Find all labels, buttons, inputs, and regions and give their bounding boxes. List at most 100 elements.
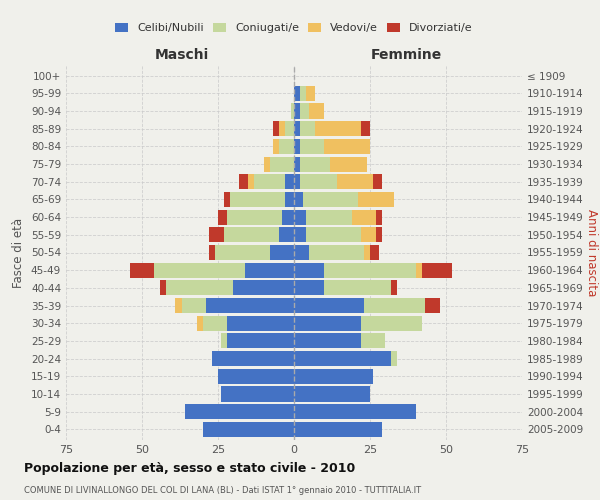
Bar — [203, 316, 227, 331]
Bar — [203, 422, 294, 437]
Bar — [416, 262, 422, 278]
Bar — [233, 280, 294, 295]
Bar — [376, 210, 382, 224]
Bar — [227, 210, 282, 224]
Bar — [294, 298, 364, 313]
Bar — [364, 298, 425, 313]
Bar — [282, 210, 294, 224]
Bar — [209, 245, 215, 260]
Bar — [352, 210, 376, 224]
Bar — [325, 280, 391, 295]
Bar — [358, 192, 394, 207]
Bar — [331, 156, 367, 172]
Bar — [160, 280, 166, 295]
Bar — [206, 298, 294, 313]
Text: Popolazione per età, sesso e stato civile - 2010: Popolazione per età, sesso e stato civil… — [24, 462, 355, 475]
Bar — [364, 245, 370, 260]
Bar — [294, 174, 300, 190]
Bar — [166, 280, 233, 295]
Bar — [185, 404, 294, 419]
Bar — [294, 210, 306, 224]
Bar — [285, 174, 294, 190]
Bar — [294, 192, 303, 207]
Bar — [254, 174, 285, 190]
Text: Maschi: Maschi — [154, 48, 209, 62]
Bar — [300, 86, 306, 101]
Bar — [263, 156, 269, 172]
Bar — [337, 174, 373, 190]
Bar — [391, 280, 397, 295]
Bar — [300, 156, 331, 172]
Bar — [294, 351, 391, 366]
Bar — [130, 262, 154, 278]
Y-axis label: Anni di nascita: Anni di nascita — [584, 209, 598, 296]
Bar — [294, 262, 325, 278]
Bar — [227, 316, 294, 331]
Bar — [309, 104, 325, 118]
Bar — [285, 192, 294, 207]
Bar — [248, 174, 254, 190]
Bar — [294, 245, 309, 260]
Bar — [303, 192, 358, 207]
Bar — [294, 369, 373, 384]
Bar — [182, 298, 206, 313]
Bar — [361, 228, 376, 242]
Bar — [273, 139, 279, 154]
Bar — [361, 121, 370, 136]
Y-axis label: Fasce di età: Fasce di età — [13, 218, 25, 288]
Bar — [285, 121, 294, 136]
Legend: Celibi/Nubili, Coniugati/e, Vedovi/e, Divorziati/e: Celibi/Nubili, Coniugati/e, Vedovi/e, Di… — [111, 18, 477, 38]
Bar — [212, 351, 294, 366]
Bar — [294, 386, 370, 402]
Bar — [300, 139, 325, 154]
Bar — [294, 404, 416, 419]
Bar — [269, 245, 294, 260]
Bar — [279, 139, 294, 154]
Bar — [224, 228, 279, 242]
Bar — [294, 316, 361, 331]
Bar — [300, 174, 337, 190]
Bar — [294, 121, 300, 136]
Bar — [218, 210, 227, 224]
Bar — [279, 228, 294, 242]
Bar — [376, 228, 382, 242]
Bar — [315, 121, 361, 136]
Bar — [361, 316, 422, 331]
Bar — [294, 156, 300, 172]
Bar — [306, 228, 361, 242]
Bar — [325, 139, 370, 154]
Bar — [294, 334, 361, 348]
Bar — [391, 351, 397, 366]
Bar — [279, 121, 285, 136]
Bar — [425, 298, 440, 313]
Bar — [269, 156, 294, 172]
Bar — [294, 104, 300, 118]
Bar — [300, 104, 309, 118]
Bar — [215, 245, 269, 260]
Bar — [373, 174, 382, 190]
Bar — [294, 139, 300, 154]
Bar — [294, 422, 382, 437]
Bar — [291, 104, 294, 118]
Bar — [230, 192, 285, 207]
Text: COMUNE DI LIVINALLONGO DEL COL DI LANA (BL) - Dati ISTAT 1° gennaio 2010 - TUTTI: COMUNE DI LIVINALLONGO DEL COL DI LANA (… — [24, 486, 421, 495]
Bar — [370, 245, 379, 260]
Bar — [306, 210, 352, 224]
Bar — [221, 334, 227, 348]
Bar — [300, 121, 315, 136]
Bar — [273, 121, 279, 136]
Bar — [209, 228, 224, 242]
Bar — [197, 316, 203, 331]
Text: Femmine: Femmine — [371, 48, 442, 62]
Bar — [245, 262, 294, 278]
Bar — [306, 86, 315, 101]
Bar — [154, 262, 245, 278]
Bar — [294, 280, 325, 295]
Bar — [361, 334, 385, 348]
Bar — [175, 298, 182, 313]
Bar — [294, 228, 306, 242]
Bar — [422, 262, 452, 278]
Bar — [227, 334, 294, 348]
Bar — [325, 262, 416, 278]
Bar — [218, 369, 294, 384]
